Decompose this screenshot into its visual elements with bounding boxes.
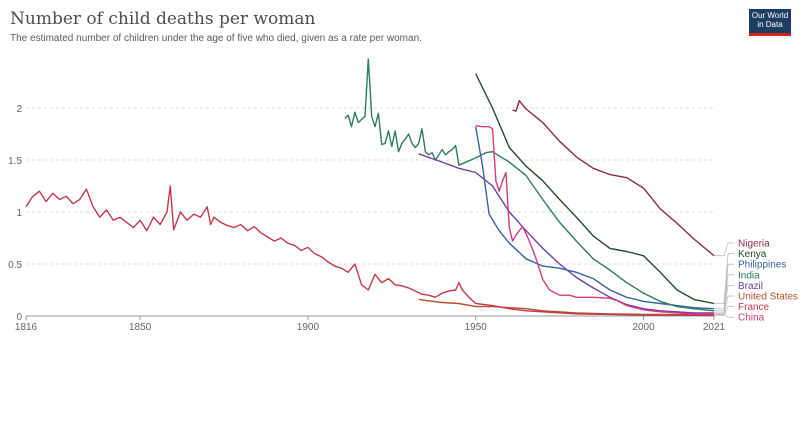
logo-line-2: in Data — [757, 20, 783, 29]
legend-connector — [714, 313, 734, 318]
x-tick-label: 2000 — [632, 322, 655, 333]
series-line-india — [344, 58, 715, 312]
legend-label: India — [738, 270, 760, 281]
logo-line-1: Our World — [751, 11, 789, 20]
legend-label: China — [738, 313, 765, 324]
legend-connector — [714, 263, 734, 310]
owid-logo[interactable]: Our World in Data — [749, 9, 791, 36]
series-line-china — [475, 125, 714, 315]
legend-connector — [714, 306, 734, 316]
logo-accent-bar — [749, 33, 791, 36]
legend-connector — [714, 295, 734, 316]
legend-label: Brazil — [738, 281, 763, 292]
x-tick-label: 1900 — [297, 322, 320, 333]
y-tick-label: 1.5 — [8, 156, 22, 167]
legend-connector — [714, 274, 734, 312]
legend-connector — [714, 284, 734, 314]
legend-label: France — [738, 302, 770, 313]
legend-label: Nigeria — [738, 239, 770, 250]
series-line-kenya — [475, 73, 715, 305]
x-tick-label: 1816 — [15, 322, 38, 333]
legend-label: Philippines — [738, 260, 786, 271]
x-tick-label: 1950 — [465, 322, 488, 333]
y-tick-label: 0.5 — [8, 260, 22, 271]
chart-subtitle: The estimated number of children under t… — [10, 33, 422, 44]
legend-label: United States — [738, 292, 798, 303]
legend-connector — [714, 253, 734, 304]
y-tick-label: 0 — [16, 312, 22, 323]
legend-label: Kenya — [738, 249, 767, 260]
x-tick-label: 1850 — [129, 322, 152, 333]
series-line-france — [25, 185, 715, 317]
legend-connector — [714, 242, 734, 257]
y-tick-label: 2 — [16, 104, 22, 115]
y-tick-label: 1 — [16, 208, 22, 219]
x-tick-label: 2021 — [703, 322, 726, 333]
chart-title: Number of child deaths per woman — [10, 9, 316, 29]
series-line-nigeria — [512, 99, 715, 257]
series-line-philippines — [475, 126, 715, 310]
series-line-brazil — [418, 153, 714, 314]
